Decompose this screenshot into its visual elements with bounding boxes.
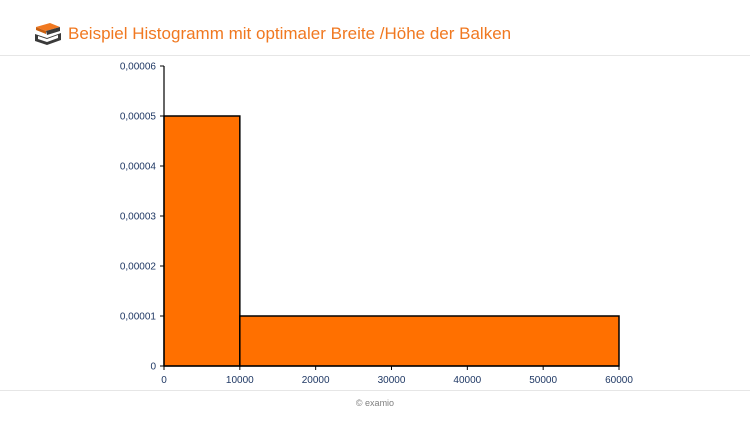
logo-bottom-pages (38, 35, 58, 42)
footer-divider (0, 390, 750, 391)
y-tick-label: 0,00005 (120, 112, 157, 123)
logo-top-book (36, 23, 60, 31)
histogram-bar-1 (163, 115, 241, 367)
x-tick-label: 30000 (378, 375, 406, 386)
y-tick-label: 0,00004 (120, 162, 157, 173)
x-tick-label: 0 (161, 375, 167, 386)
logo-middle-band (46, 27, 60, 35)
y-tick-label: 0,00003 (120, 212, 157, 223)
page-title: Beispiel Histogramm mit optimaler Breite… (68, 24, 512, 43)
y-tick-label: 0,00002 (120, 262, 157, 273)
x-tick-label: 50000 (529, 375, 557, 386)
histogram-chart: 0 0,00001 0,00002 0,00003 0,00004 0,00005 0,00… (120, 62, 633, 387)
logo-top-book-side (36, 27, 46, 34)
page-header: Beispiel Histogramm mit optimaler Breite… (0, 0, 750, 56)
x-tick-label: 20000 (302, 375, 330, 386)
x-tick-label: 10000 (226, 375, 254, 386)
x-tick-label: 60000 (605, 375, 633, 386)
copyright-footer: © examio (355, 398, 395, 408)
histogram-bar-2 (239, 315, 620, 367)
book-stack-icon (35, 23, 61, 45)
y-tick-label: 0 (150, 362, 156, 373)
y-tick-label: 0,00001 (120, 312, 157, 323)
x-tick-label: 40000 (453, 375, 481, 386)
y-tick-label: 0,00006 (120, 62, 157, 73)
